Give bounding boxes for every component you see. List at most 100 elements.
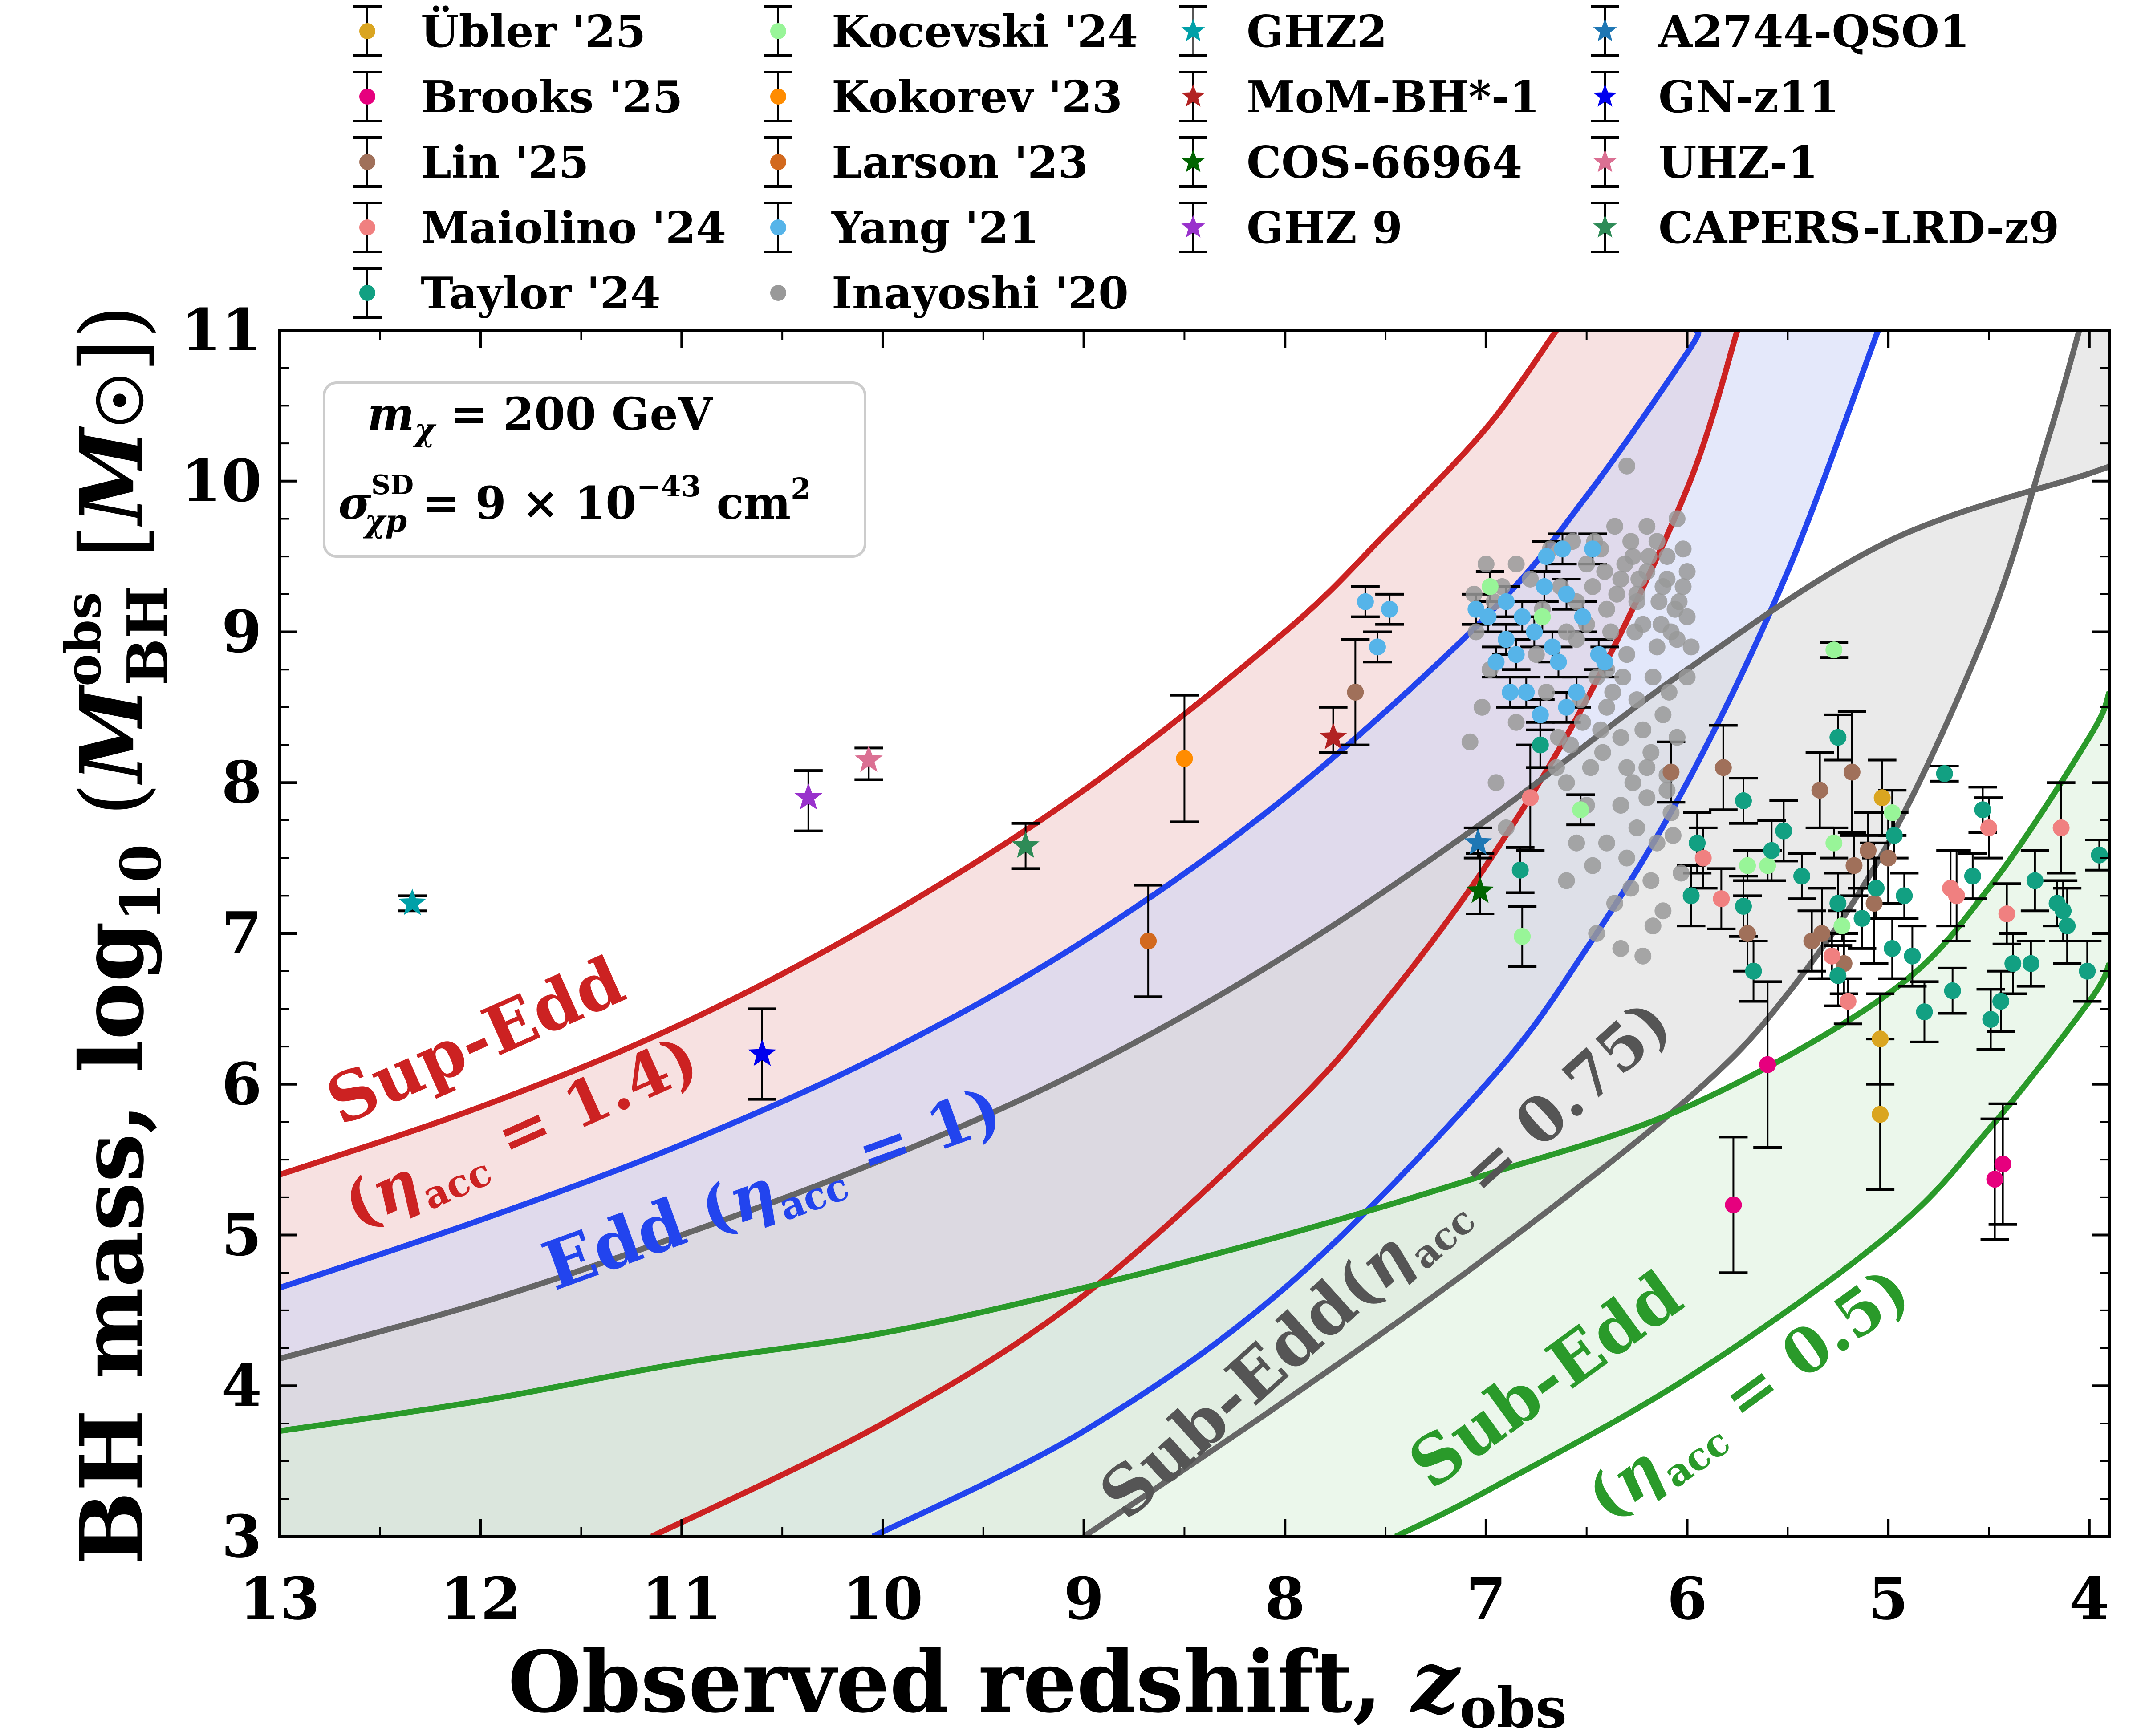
point-taylor-24-11 (1829, 895, 1847, 912)
point-inayoshi-20-108 (1562, 736, 1579, 754)
legend-label: MoM-BH*-1 (1247, 72, 1540, 123)
point-inayoshi-20-56 (1550, 729, 1567, 746)
point-yang-21-4 (1584, 540, 1601, 558)
point-inayoshi-20-4 (1473, 698, 1491, 716)
point-inayoshi-20-24 (1678, 608, 1696, 625)
legend-item-taylor-24: Taylor '24 (353, 267, 661, 319)
legend-label: Kocevski '24 (832, 6, 1138, 57)
point-taylor-24-23 (1974, 801, 1991, 819)
parameter-box-frame (323, 381, 866, 558)
legend-label: Inayoshi '20 (832, 268, 1129, 319)
legend-marker-star (1593, 19, 1617, 41)
point-inayoshi-20-58 (1528, 646, 1545, 663)
point-taylor-24-33 (2091, 846, 2108, 864)
band-label-edd: Edd (ηacc = 1) (533, 1068, 1013, 1312)
point-lin-25-1 (1662, 763, 1680, 781)
band-upper-curve-edd (280, 330, 1702, 1291)
point-inayoshi-20-51 (1612, 940, 1629, 957)
point-inayoshi-20-38 (1668, 729, 1686, 746)
point-inayoshi-20-62 (1598, 600, 1615, 618)
point-inayoshi-20-40 (1682, 638, 1700, 656)
point-taylor-24-20 (1936, 765, 1953, 782)
point-yang-21-12 (1532, 706, 1549, 723)
point-inayoshi-20-73 (1660, 684, 1678, 701)
point-brooks-25-2 (1986, 1171, 2003, 1188)
axis-tick-labels: 13 12 11 10 9 8 7 6 5 4 3 4 5 6 7 8 9 10 11 (181, 296, 2109, 1633)
point-lin-25-7 (1880, 849, 1897, 867)
point-inayoshi-20-103 (1678, 563, 1696, 580)
legend-label: A2744-QSO1 (1658, 6, 1970, 57)
band-upper-curve-sup-edd (280, 330, 1559, 1178)
legend-marker-circle (770, 219, 786, 235)
point-taylor-24-1 (1532, 736, 1549, 754)
point-taylor-24-28 (2026, 872, 2044, 889)
band-lower-curve-sub-edd-0-5 (1394, 962, 2109, 1537)
point-inayoshi-20-64 (1622, 533, 1640, 550)
y-axis-label-sub: 10 (109, 844, 174, 921)
y-tick-label-7: 7 (222, 899, 262, 967)
point-maiolino-24-7 (1998, 905, 2015, 922)
legend: Übler '25 Brooks '25 Lin '25 Maiolino '24 Ta… (353, 5, 2060, 319)
point-brooks-25-3 (1994, 1156, 2011, 1173)
legend-marker-circle (770, 23, 786, 39)
point-inayoshi-20-29 (1602, 623, 1619, 641)
legend-marker-circle (359, 285, 375, 301)
y-tick-label-9: 9 (222, 598, 262, 666)
point-yang-21-23 (1498, 631, 1515, 648)
legend-item-cos-66964: COS-66964 (1179, 136, 1522, 188)
point-inayoshi-20-74 (1668, 631, 1686, 648)
point-inayoshi-20-9 (1522, 570, 1539, 588)
point-lin-25-4 (1843, 763, 1861, 781)
legend-item-ghz2: GHZ2 (1179, 5, 1387, 57)
point-inayoshi-20-71 (1634, 721, 1652, 738)
point-inayoshi-20-6 (1487, 774, 1505, 791)
point-yang-21-19 (1467, 600, 1485, 618)
point-inayoshi-20-44 (1648, 834, 1666, 852)
point-inayoshi-20-83 (1622, 880, 1640, 897)
point-taylor-24-18 (1904, 947, 1921, 965)
legend-item-capers-lrd-z9: CAPERS-LRD-z9 (1591, 202, 2060, 254)
y-axis-label-main: BH mass, log (61, 921, 163, 1565)
legend-item-kocevski-24: Kocevski '24 (764, 5, 1138, 57)
point-gn-z11-0 (748, 1039, 776, 1066)
point-lin-25-5 (1860, 842, 1877, 859)
point-taylor-24-25 (1992, 993, 2010, 1010)
point-inayoshi-20-88 (1465, 585, 1483, 603)
point-inayoshi-20-45 (1662, 804, 1680, 821)
point-taylor-24-2 (1689, 834, 1706, 852)
legend-label: CAPERS-LRD-z9 (1658, 203, 2060, 254)
legend-label: GHZ 9 (1247, 203, 1402, 254)
point-yang-21-20 (1514, 608, 1531, 625)
point-yang-21-0 (1357, 593, 1374, 610)
point-inayoshi-20-89 (1485, 593, 1503, 610)
legend-marker-star (1181, 84, 1205, 107)
point-inayoshi-20-23 (1674, 578, 1692, 595)
band-lower-curve-sub-edd-0-75 (1082, 330, 2082, 1537)
point-inayoshi-20-72 (1644, 669, 1662, 686)
point-taylor-24-5 (1735, 898, 1752, 915)
point-taylor-24-30 (2055, 902, 2072, 920)
point-taylor-24-10 (1829, 729, 1847, 746)
point-maiolino-24-9 (2052, 819, 2070, 836)
legend-marker-circle (359, 154, 375, 170)
point-inayoshi-20-104 (1626, 623, 1644, 641)
point-inayoshi-20-2 (1467, 623, 1485, 641)
x-axis-label: Observed redshift, zobs (508, 1632, 1567, 1736)
point-taylor-24-27 (2022, 955, 2039, 972)
point-inayoshi-20-106 (1592, 721, 1609, 738)
point-inayoshi-20-5 (1461, 733, 1479, 750)
legend-item-uhz-1: UHZ-1 (1591, 136, 1818, 188)
x-tick-label-13: 13 (240, 1565, 320, 1633)
point-uhz-1-0 (855, 745, 883, 772)
point-inayoshi-20-34 (1612, 729, 1629, 746)
legend-label: Lin '25 (421, 137, 589, 188)
point-bler-25-0 (1873, 789, 1891, 807)
point-cos-66964-0 (1466, 876, 1494, 903)
point-taylor-24-26 (2004, 955, 2022, 972)
legend-marker-star (1181, 19, 1205, 41)
point-inayoshi-20-14 (1606, 518, 1623, 535)
point-ghz-9-0 (794, 783, 823, 810)
point-inayoshi-20-77 (1604, 684, 1621, 701)
y-tick-label-10: 10 (181, 447, 262, 515)
point-inayoshi-20-42 (1638, 789, 1656, 807)
